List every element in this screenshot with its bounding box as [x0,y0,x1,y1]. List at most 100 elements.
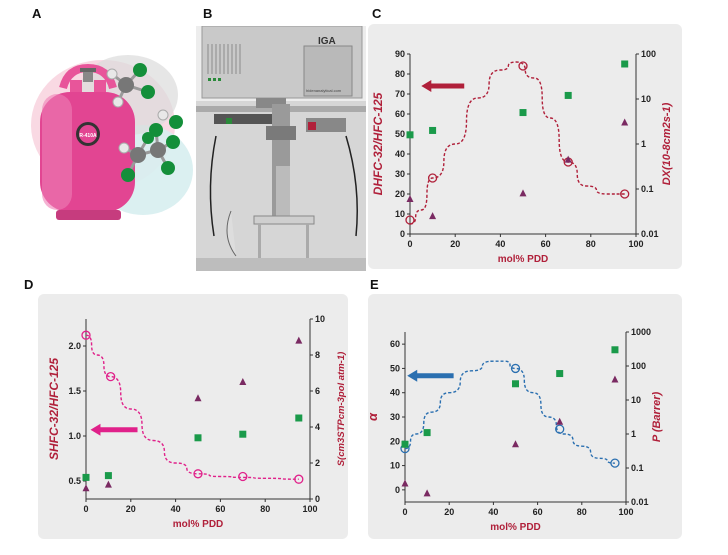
y-axis-left-label: SHFC-32/HFC-125 [47,358,61,460]
hfc32-point [556,370,564,378]
y-right-tick-label: 1 [631,429,636,439]
fit-curve [404,360,615,464]
hfc125-point [194,394,202,402]
hfc125-point [429,212,437,220]
ratio-point [427,173,438,183]
hfc125-point [556,417,564,425]
y-right-tick-label: 10 [315,314,325,324]
x-tick-label: 60 [541,239,551,249]
hfc32-point [82,473,90,481]
x-tick-label: 40 [495,239,505,249]
y-right-tick-label: 0.01 [631,497,649,507]
chart-e: 0 20 40 60 80 10001020304050600.010.111010010… [368,327,663,533]
y-right-tick-label: 4 [315,422,320,432]
instrument-label: IGA [318,36,336,47]
molecule-bottom-icon [118,109,183,182]
y-left-tick-label: 10 [390,461,400,471]
hfc32-point [104,472,112,480]
y-left-tick-label: 30 [395,169,405,179]
x-tick-label: 80 [586,239,596,249]
x-axis-label: mol% PDD [173,519,224,530]
hfc32-point [519,109,527,117]
y-left-tick-label: 60 [395,109,405,119]
cylinder-illustration: R-410A [31,55,193,220]
y-left-tick-label: 70 [395,89,405,99]
y-left-tick-label: 30 [390,412,400,422]
hfc32-point [194,434,202,442]
ratio-point [405,215,415,225]
y-right-tick-label: 10 [631,395,641,405]
hfc125-point [564,155,572,163]
ratio-point [105,371,116,382]
x-tick-label: 0 [407,239,412,249]
x-tick-label: 100 [628,239,643,249]
y-axis-left-label: α [368,412,380,421]
ratio-point [518,61,528,71]
ratio-point [610,458,620,468]
y-left-tick-label: 40 [390,388,400,398]
y-left-tick-label: 60 [390,339,400,349]
hfc32-point [621,60,629,68]
arrow-head [90,423,101,436]
fit-curve [409,61,625,225]
x-tick-label: 40 [171,504,181,514]
y-right-tick-label: 0.1 [641,184,654,194]
y-left-tick-label: 0 [400,229,405,239]
hfc125-point [611,375,619,383]
hfc32-point [401,440,409,448]
x-tick-label: 0 [402,507,407,517]
hfc32-point [429,126,437,134]
y-left-tick-label: 1.0 [68,431,81,441]
x-tick-label: 60 [215,504,225,514]
site-text: hidenanalytical.com [306,88,342,93]
molecule-top-icon [106,63,155,108]
y-axis-left-label: DHFC-32/HFC-125 [371,92,385,195]
ratio-point [555,424,565,434]
ratio-point [193,469,203,479]
arrow-head [421,80,432,92]
hfc125-point [621,118,629,126]
y-right-tick-label: 1 [641,139,646,149]
y-left-tick-label: 0.5 [68,476,81,486]
y-right-tick-label: 100 [631,361,646,371]
hfc32-point [406,131,414,139]
x-axis-label: mol% PDD [490,522,541,533]
y-left-tick-label: 20 [390,436,400,446]
hfc32-point [423,429,431,437]
hfc125-point [295,336,303,344]
y-left-tick-label: 20 [395,189,405,199]
hfc125-point [401,479,409,487]
chart-panel-e [368,294,682,539]
x-tick-label: 0 [83,504,88,514]
ratio-point [620,189,630,199]
arrow-head [407,369,418,382]
hfc32-point [512,380,519,388]
x-axis-label: mol% PDD [498,254,549,265]
panel-label-e: E [370,277,379,292]
chart-panel-c [368,24,682,269]
hfc125-point [423,489,431,497]
x-tick-label: 80 [260,504,270,514]
x-tick-label: 40 [488,507,498,517]
y-left-tick-label: 90 [395,49,405,59]
chart-d: 0 20 40 60 80 100 0.5 1.0 1.5 2.0 0 2 4 6 8 10 mol% PDD S… [47,314,347,530]
y-left-tick-label: 80 [395,69,405,79]
y-axis-right-label: S(cm3STPcm-3pol atm-1) [336,352,347,467]
hfc32-point [295,414,303,422]
left-arrow-icon [90,423,138,436]
instrument-illustration: IGA hidenanalytical.com [196,26,366,271]
y-axis-right-label: P (Barrer) [651,392,663,443]
x-tick-label: 20 [450,239,460,249]
hfc125-point [519,189,527,197]
x-tick-label: 60 [533,507,543,517]
hfc125-point [104,480,112,488]
ratio-point [238,471,248,482]
x-tick-label: 100 [618,507,633,517]
x-tick-label: 20 [126,504,136,514]
x-tick-label: 80 [577,507,587,517]
hfc32-point [611,346,619,354]
y-right-tick-label: 0 [315,494,320,504]
y-left-tick-label: 1.5 [68,386,81,396]
ratio-point [510,363,521,374]
ratio-point [294,474,304,484]
